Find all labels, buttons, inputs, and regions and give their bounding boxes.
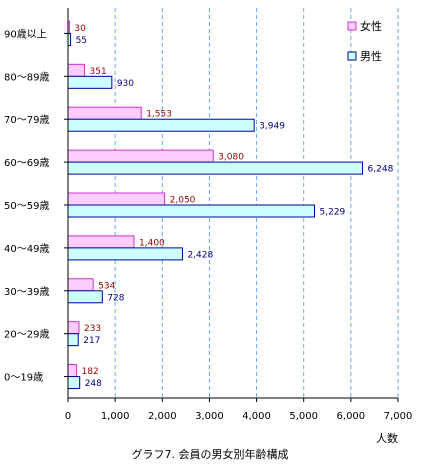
data-label-male: 5,229 xyxy=(320,208,346,218)
x-tick-label: 6,000 xyxy=(337,411,366,422)
bar-male xyxy=(67,75,113,89)
bar-female xyxy=(67,192,166,206)
bar-male xyxy=(67,161,364,175)
data-label-male: 55 xyxy=(76,36,87,46)
data-label-male: 728 xyxy=(107,293,124,303)
category-label: 70〜79歳 xyxy=(4,114,49,126)
bar-male xyxy=(67,247,183,261)
bar-male xyxy=(67,118,255,132)
category-label: 50〜59歳 xyxy=(4,200,49,212)
data-label-male: 3,949 xyxy=(259,122,285,132)
bar-male xyxy=(67,290,103,304)
bar-male xyxy=(67,333,79,347)
legend-label-female: 女性 xyxy=(360,19,382,33)
x-tick-label: 2,000 xyxy=(148,411,177,422)
bar-female xyxy=(67,321,80,335)
bar-female xyxy=(67,63,86,77)
category-label: 20〜29歳 xyxy=(4,329,49,341)
category-label: 40〜49歳 xyxy=(4,243,49,255)
data-label-female: 3,080 xyxy=(218,153,244,163)
bars xyxy=(67,20,364,390)
x-tick-label: 1,000 xyxy=(101,411,130,422)
data-label-male: 930 xyxy=(117,79,134,89)
legend-swatch-female xyxy=(347,21,357,31)
bar-female xyxy=(67,364,78,378)
x-tick-label: 4,000 xyxy=(242,411,271,422)
axes xyxy=(67,8,398,399)
x-tick-label: 0 xyxy=(65,411,71,422)
x-axis-title: 人数 xyxy=(376,432,398,445)
legend-label-male: 男性 xyxy=(360,49,382,63)
data-label-female: 233 xyxy=(84,324,101,334)
x-tick-label: 7,000 xyxy=(384,411,413,422)
category-label: 30〜39歳 xyxy=(4,286,49,298)
bar-female xyxy=(67,149,214,163)
bar-male xyxy=(67,376,81,390)
category-label: 0〜19歳 xyxy=(4,372,43,384)
grid-lines xyxy=(64,8,399,402)
data-label-male: 217 xyxy=(83,336,100,346)
data-label-female: 30 xyxy=(74,24,86,34)
bar-male xyxy=(67,204,316,218)
bar-female xyxy=(67,235,135,249)
data-label-female: 351 xyxy=(90,67,107,77)
data-label-male: 2,428 xyxy=(187,250,213,260)
data-label-male: 248 xyxy=(85,379,102,389)
x-tick-label: 5,000 xyxy=(289,411,318,422)
data-label-female: 182 xyxy=(82,367,99,377)
data-label-female: 1,553 xyxy=(146,110,172,120)
category-label: 80〜89歳 xyxy=(4,71,49,83)
category-label: 90歳以上 xyxy=(4,28,47,40)
category-label: 60〜69歳 xyxy=(4,157,49,169)
data-label-female: 2,050 xyxy=(170,196,196,206)
data-label-female: 1,400 xyxy=(139,238,165,248)
chart-title: グラフ7. 会員の男女別年齢構成 xyxy=(132,447,289,461)
legend-swatch-male xyxy=(347,51,357,61)
labels: 0 1,000 2,000 3,000 4,000 5,000 6,000 7,000 90歳以… xyxy=(4,24,412,422)
x-tick-label: 3,000 xyxy=(195,411,224,422)
bar-female xyxy=(67,106,142,120)
data-label-female: 534 xyxy=(98,281,115,291)
data-label-male: 6,248 xyxy=(368,165,394,175)
bar-female xyxy=(67,278,94,292)
